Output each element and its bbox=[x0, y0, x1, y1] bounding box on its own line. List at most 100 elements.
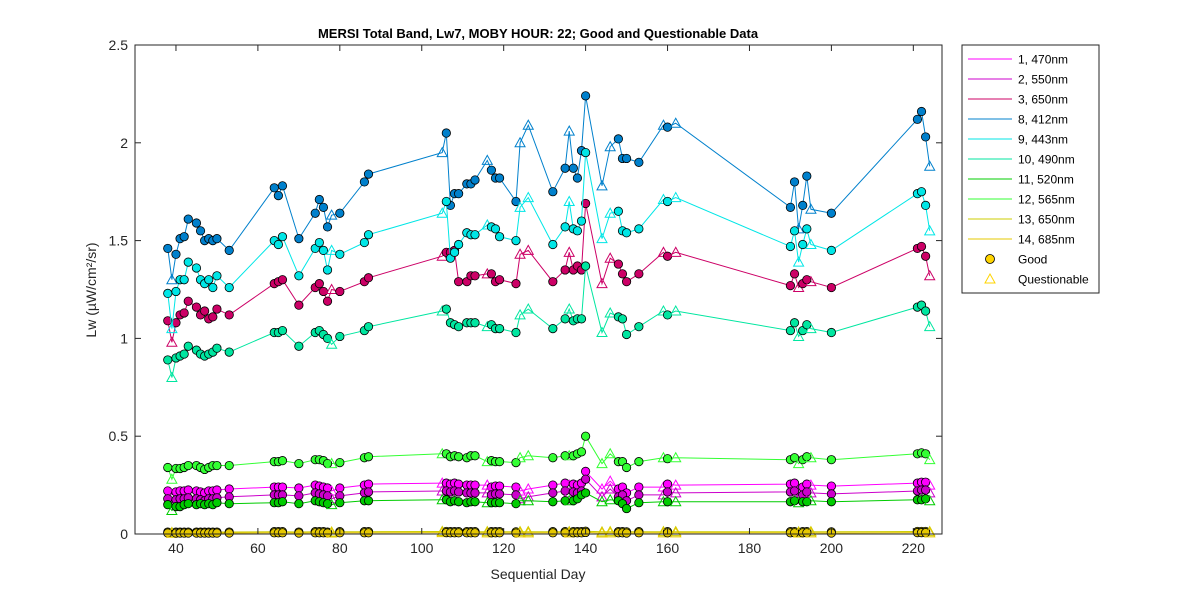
good-point bbox=[183, 499, 193, 509]
good-point bbox=[454, 452, 464, 462]
questionable-point bbox=[514, 526, 526, 538]
good-point bbox=[277, 181, 288, 191]
good-point bbox=[335, 286, 345, 297]
good-point bbox=[171, 286, 181, 297]
good-point bbox=[294, 341, 304, 351]
questionable-point bbox=[596, 525, 608, 537]
x-axis-label: Sequential Day bbox=[491, 566, 586, 582]
questionable-point bbox=[604, 207, 617, 218]
good-point bbox=[363, 479, 374, 489]
questionable-point bbox=[522, 303, 535, 314]
questionable-point bbox=[792, 330, 805, 341]
good-point bbox=[613, 259, 623, 269]
questionable-point bbox=[923, 320, 936, 332]
good-point bbox=[454, 239, 464, 250]
series-9-443nm bbox=[163, 147, 936, 334]
good-point bbox=[548, 453, 558, 463]
good-point bbox=[318, 202, 329, 212]
good-point bbox=[294, 271, 304, 281]
good-point bbox=[634, 322, 644, 332]
good-point bbox=[511, 236, 521, 246]
good-point bbox=[224, 460, 234, 471]
good-point bbox=[277, 497, 288, 507]
questionable-point bbox=[166, 336, 178, 347]
questionable-point bbox=[596, 232, 608, 244]
questionable-point bbox=[923, 269, 936, 281]
good-point bbox=[494, 481, 505, 491]
good-point bbox=[294, 483, 304, 493]
good-point bbox=[470, 488, 480, 498]
good-point bbox=[560, 314, 570, 324]
chart-title: MERSI Total Band, Lw7, MOBY HOUR: 22; Go… bbox=[318, 26, 759, 41]
questionable-point bbox=[805, 451, 817, 463]
y-tick-label: 1.5 bbox=[109, 233, 129, 249]
good-point bbox=[560, 265, 570, 275]
questionable-point bbox=[792, 256, 805, 267]
good-point bbox=[494, 498, 505, 508]
good-point bbox=[826, 208, 836, 218]
good-point bbox=[581, 466, 591, 477]
good-point bbox=[163, 355, 173, 365]
legend-box bbox=[961, 44, 1100, 294]
good-point bbox=[294, 300, 304, 310]
good-point bbox=[916, 241, 927, 252]
questionable-point bbox=[325, 338, 338, 349]
good-point bbox=[621, 528, 632, 538]
good-point bbox=[273, 191, 283, 201]
x-tick-label: 80 bbox=[332, 540, 348, 556]
good-point bbox=[224, 528, 234, 538]
questionable-point bbox=[805, 238, 817, 250]
questionable-point bbox=[669, 526, 682, 538]
good-point bbox=[581, 261, 591, 271]
good-point bbox=[363, 528, 374, 538]
good-point bbox=[662, 479, 673, 489]
questionable-point bbox=[669, 495, 682, 507]
good-point bbox=[363, 169, 374, 179]
questionable-point bbox=[669, 191, 682, 203]
x-tick-label: 60 bbox=[250, 540, 266, 556]
x-tick-label: 180 bbox=[738, 540, 762, 556]
good-point bbox=[912, 114, 923, 124]
good-point bbox=[179, 308, 189, 318]
good-point bbox=[511, 327, 521, 338]
good-point bbox=[634, 269, 644, 279]
questionable-point bbox=[805, 486, 817, 498]
good-point bbox=[224, 499, 234, 509]
legend-label: 8, 412nm bbox=[1018, 113, 1068, 127]
questionable-point bbox=[596, 457, 608, 469]
good-point bbox=[363, 273, 374, 283]
good-point bbox=[224, 245, 234, 255]
good-point bbox=[568, 163, 578, 173]
questionable-point bbox=[923, 160, 936, 171]
good-point bbox=[322, 265, 333, 275]
good-point bbox=[662, 454, 673, 464]
good-point bbox=[441, 196, 451, 207]
questionable-point bbox=[522, 191, 535, 203]
x-tick-label: 40 bbox=[168, 540, 184, 556]
good-point bbox=[494, 489, 505, 499]
good-point bbox=[548, 239, 558, 250]
good-point bbox=[494, 275, 505, 285]
good-point bbox=[470, 318, 480, 328]
good-point bbox=[277, 232, 288, 242]
good-point bbox=[470, 175, 480, 185]
questionable-point bbox=[596, 526, 608, 538]
questionable-point bbox=[325, 457, 338, 469]
good-point bbox=[494, 528, 505, 538]
good-point bbox=[191, 302, 202, 312]
questionable-point bbox=[325, 498, 338, 510]
good-point bbox=[560, 222, 570, 232]
legend-label: 2, 550nm bbox=[1018, 73, 1068, 87]
questionable-point bbox=[604, 493, 617, 505]
good-point bbox=[183, 214, 193, 224]
good-point bbox=[470, 528, 480, 538]
good-point bbox=[634, 528, 644, 538]
legend-label: 9, 443nm bbox=[1018, 133, 1068, 147]
questionable-point bbox=[514, 136, 526, 148]
good-point bbox=[208, 282, 218, 293]
questionable-point bbox=[514, 451, 526, 463]
good-point bbox=[200, 306, 210, 316]
legend-questionable-marker bbox=[984, 272, 996, 284]
good-point bbox=[826, 481, 836, 491]
good-point bbox=[470, 497, 480, 507]
